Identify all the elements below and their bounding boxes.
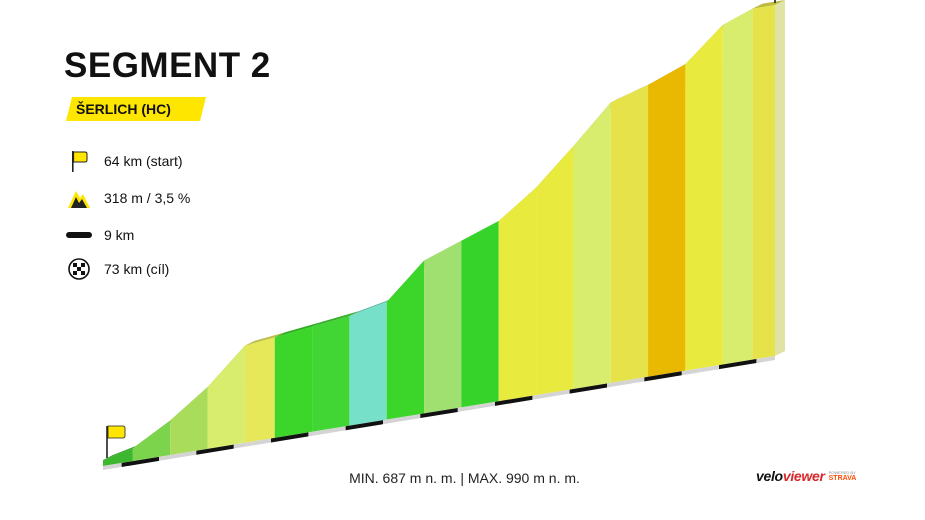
profile-segment — [648, 64, 686, 377]
km-marker — [196, 444, 234, 455]
start-flag-marker — [107, 425, 126, 439]
profile-segment — [132, 420, 171, 462]
profile-top-surface — [274, 321, 323, 338]
segment-title: SEGMENT 2 — [64, 46, 271, 85]
profile-segment — [207, 345, 245, 449]
km-marker — [719, 359, 757, 370]
climb-tag-label: ŠERLICH (HC) — [76, 101, 171, 117]
km-marker — [345, 420, 383, 431]
profile-segment — [536, 146, 574, 396]
profile-segment — [274, 326, 313, 438]
stat-length: 9 km — [66, 222, 134, 248]
km-marker — [420, 407, 458, 419]
distance-bar-icon — [66, 222, 92, 248]
climb-tag-background — [66, 97, 206, 121]
elevation-range-text: MIN. 687 m n. m. | MAX. 990 m n. m. — [349, 470, 580, 486]
profile-segment — [685, 24, 723, 371]
stat-climb: 318 m / 3,5 % — [66, 185, 190, 211]
profile-top-surface — [752, 0, 785, 9]
finish-flag-icon — [66, 256, 92, 282]
profile-segment — [573, 102, 611, 390]
profile-top-surface — [349, 296, 397, 317]
profile-segment — [349, 301, 387, 426]
stat-length-text: 9 km — [104, 227, 135, 243]
profile-segment — [722, 8, 753, 365]
stat-finish: 73 km (cíl) — [66, 256, 169, 282]
profile-top-surface — [610, 79, 659, 103]
profile-segment — [244, 337, 275, 443]
profile-segment — [312, 316, 350, 432]
profile-segment — [498, 187, 537, 402]
mountain-icon — [66, 185, 92, 211]
elevation-range-footer: MIN. 687 m n. m. | MAX. 990 m n. m. — [0, 470, 925, 486]
profile-segment — [170, 387, 208, 455]
stat-finish-text: 73 km (cíl) — [104, 261, 170, 277]
stat-climb-text: 318 m / 3,5 % — [104, 190, 191, 206]
profile-segment — [461, 221, 499, 408]
profile-top-surface — [244, 332, 285, 346]
km-marker — [644, 371, 682, 382]
start-flag-icon — [66, 148, 92, 174]
stat-start-text: 64 km (start) — [104, 153, 183, 169]
climb-tag: ŠERLICH (HC) — [66, 97, 206, 121]
profile-end-cap — [775, 0, 785, 356]
brand-suffix: viewer — [782, 468, 825, 484]
strava-text: STRAVA — [828, 475, 857, 482]
profile-top-surface — [103, 443, 143, 460]
profile-segment — [103, 448, 133, 466]
km-marker — [121, 456, 159, 467]
strava-badge: POWERED BY STRAVA — [829, 470, 857, 482]
profile-segment — [386, 260, 425, 420]
brand-prefix: velo — [756, 468, 783, 484]
profile-segment — [752, 5, 775, 360]
profile-segment — [610, 84, 649, 383]
stat-start: 64 km (start) — [66, 148, 183, 174]
profile-segment — [424, 240, 462, 414]
profile-top-surface — [312, 311, 360, 327]
km-marker — [569, 383, 607, 394]
km-marker — [271, 432, 309, 443]
veloviewer-logo: veloviewer POWERED BY STRAVA — [756, 468, 856, 484]
powered-by-text: POWERED BY — [828, 470, 856, 475]
veloviewer-wordmark: veloviewer — [756, 468, 825, 484]
km-marker — [495, 395, 533, 406]
